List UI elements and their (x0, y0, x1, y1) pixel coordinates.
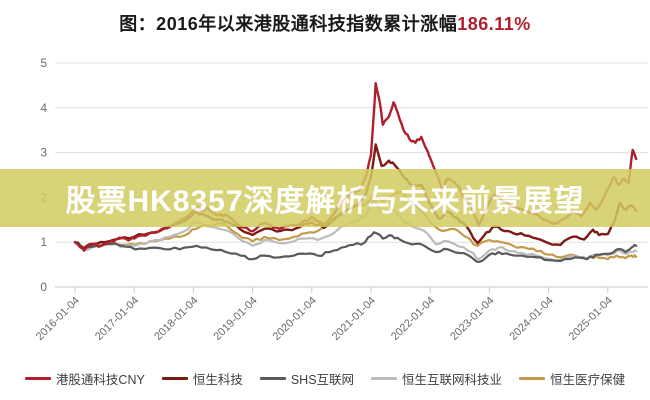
legend-item: 恒生科技 (161, 369, 243, 388)
legend-label: SHS互联网 (290, 373, 355, 387)
x-axis-tick-label: 2022-01-04 (389, 295, 437, 343)
x-axis-tick-label: 2016-01-04 (34, 295, 82, 343)
x-axis-tick-label: 2025-01-04 (567, 295, 615, 343)
x-axis-tick-label: 2017-01-04 (93, 295, 141, 343)
legend-label: 港股通科技CNY (55, 373, 145, 387)
legend-item: 港股通科技CNY (24, 369, 145, 388)
y-axis-tick-label: 1 (40, 235, 47, 249)
legend-item: 恒生医疗保健 (519, 369, 625, 388)
x-axis-tick-label: 2024-01-04 (507, 295, 555, 343)
y-axis-tick-label: 5 (40, 56, 47, 70)
x-axis-tick-label: 2020-01-04 (271, 295, 319, 343)
x-axis-tick-label: 2019-01-04 (211, 295, 259, 343)
legend-swatch (24, 377, 51, 380)
x-axis-tick-label: 2023-01-04 (448, 295, 496, 343)
legend-item: SHS互联网 (259, 369, 355, 388)
chart-legend: 港股通科技CNY 恒生科技 SHS互联网 恒生互联网科技业 恒生医疗保健 (0, 369, 650, 388)
legend-swatch (519, 377, 546, 380)
legend-swatch (371, 377, 398, 380)
legend-label: 恒生科技 (192, 373, 243, 387)
y-axis-tick-label: 0 (40, 280, 47, 294)
series-line-SHS互联网 (73, 231, 638, 263)
x-axis-tick-label: 2021-01-04 (330, 295, 378, 343)
legend-item: 恒生互联网科技业 (371, 369, 502, 388)
legend-label: 恒生互联网科技业 (402, 373, 503, 387)
y-axis-tick-label: 3 (40, 146, 47, 160)
x-axis-tick-label: 2018-01-04 (152, 295, 200, 343)
chart-title: 图：2016年以来港股通科技指数累计涨幅186.11% (0, 10, 650, 36)
chart-title-highlight: 186.11% (457, 14, 531, 34)
y-axis-tick-label: 4 (40, 101, 47, 115)
promo-banner-text: 股票HK8357深度解析与未来前景展望 (65, 185, 585, 218)
legend-label: 恒生医疗保健 (550, 373, 626, 387)
chart-title-text: 图：2016年以来港股通科技指数累计涨幅 (119, 14, 458, 34)
legend-swatch (259, 377, 286, 380)
legend-swatch (161, 377, 188, 380)
promo-banner-overlay: 股票HK8357深度解析与未来前景展望 (0, 169, 650, 227)
